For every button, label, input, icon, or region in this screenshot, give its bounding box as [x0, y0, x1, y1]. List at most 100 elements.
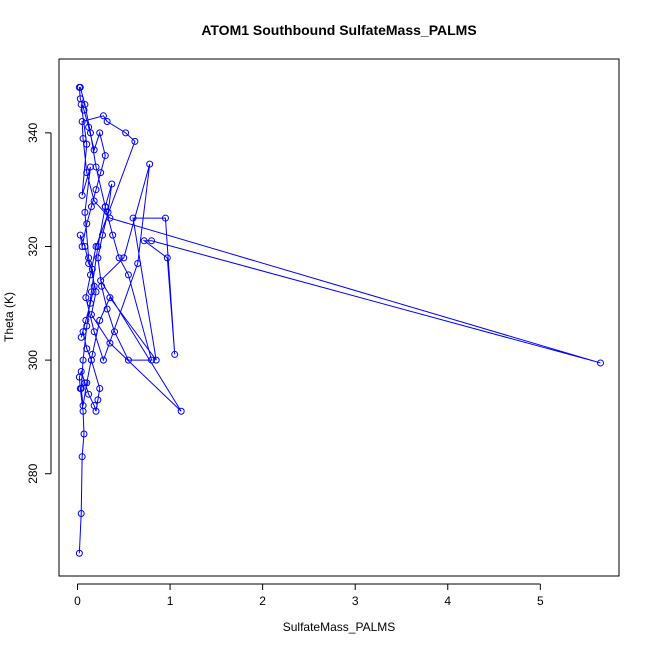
y-tick-label: 280 [26, 463, 40, 483]
data-point [78, 453, 86, 461]
data-point [99, 356, 107, 364]
data-point [79, 356, 87, 364]
x-tick-label: 3 [352, 594, 359, 608]
data-point [92, 407, 100, 415]
data-point [81, 242, 89, 250]
data-point [115, 254, 123, 262]
data-point [163, 254, 171, 262]
data-point [131, 137, 139, 145]
data-point [83, 220, 91, 228]
y-tick-label: 320 [26, 236, 40, 256]
data-point [78, 191, 86, 199]
data-point [122, 129, 130, 137]
data-point [96, 316, 104, 324]
data-point [97, 277, 105, 285]
x-tick-label: 4 [444, 594, 451, 608]
x-axis-label: SulfateMass_PALMS [283, 620, 396, 634]
data-point [90, 146, 98, 154]
data-point [86, 299, 94, 307]
x-tick-label: 2 [259, 594, 266, 608]
data-point [82, 294, 90, 302]
data-point [79, 135, 87, 143]
data-point [86, 163, 94, 171]
data-point [96, 385, 104, 393]
data-point [97, 169, 105, 177]
data-point [124, 356, 132, 364]
data-point [106, 214, 114, 222]
x-tick-label: 1 [167, 594, 174, 608]
data-point [86, 129, 94, 137]
data-point [83, 140, 91, 148]
data-point [77, 510, 85, 518]
data-point [76, 83, 84, 91]
data-point [92, 288, 100, 296]
data-point [77, 385, 85, 393]
data-point [109, 231, 117, 239]
data-point [161, 214, 169, 222]
data-point [90, 197, 98, 205]
data-point [90, 328, 98, 336]
data-point [75, 549, 83, 557]
data-point [83, 169, 91, 177]
data-point [596, 359, 604, 367]
data-point [77, 100, 85, 108]
data-point [85, 390, 93, 398]
data-point [94, 242, 102, 250]
data-point [96, 129, 104, 137]
data-point [81, 100, 89, 108]
data-point [120, 254, 128, 262]
data-point [79, 402, 87, 410]
data-point [140, 237, 148, 245]
data-point [94, 396, 102, 404]
data-point [81, 379, 89, 387]
data-point [108, 180, 116, 188]
data-point [103, 305, 111, 313]
data-point [83, 322, 91, 330]
data-point [83, 379, 91, 387]
x-tick-label: 5 [537, 594, 544, 608]
data-point [148, 237, 156, 245]
data-point [92, 242, 100, 250]
data-point [88, 350, 96, 358]
plot-area [75, 83, 604, 557]
data-point [77, 367, 85, 375]
data-point [87, 203, 95, 211]
plot-frame [58, 58, 620, 577]
x-tick-label: 0 [74, 594, 81, 608]
data-point [78, 242, 86, 250]
data-point [101, 203, 109, 211]
data-point [106, 339, 114, 347]
data-point [134, 260, 142, 268]
data-point [171, 350, 179, 358]
data-point [124, 271, 132, 279]
data-point [87, 288, 95, 296]
data-point [77, 333, 85, 341]
data-point [94, 254, 102, 262]
data-point [129, 214, 137, 222]
data-point [92, 186, 100, 194]
data-point [80, 430, 88, 438]
data-point [83, 345, 91, 353]
data-point [101, 152, 109, 160]
data-point [111, 328, 119, 336]
series-line [78, 86, 601, 554]
axes: 0 1 2 3 4 5 280 300 320 340 [26, 123, 544, 608]
data-point [148, 356, 156, 364]
data-point [103, 117, 111, 125]
data-point [99, 231, 106, 239]
chart-title: ATOM1 Southbound SulfateMass_PALMS [201, 22, 476, 38]
data-point [76, 231, 84, 239]
data-point [106, 294, 114, 302]
data-point [152, 356, 160, 364]
data-point [99, 112, 107, 120]
data-point [78, 117, 86, 125]
y-tick-label: 300 [26, 350, 40, 370]
data-point [146, 160, 154, 168]
data-point [86, 271, 94, 279]
data-point [177, 407, 185, 415]
data-point [87, 311, 95, 319]
y-axis-label: Theta (K) [2, 292, 16, 342]
data-point [81, 208, 89, 216]
